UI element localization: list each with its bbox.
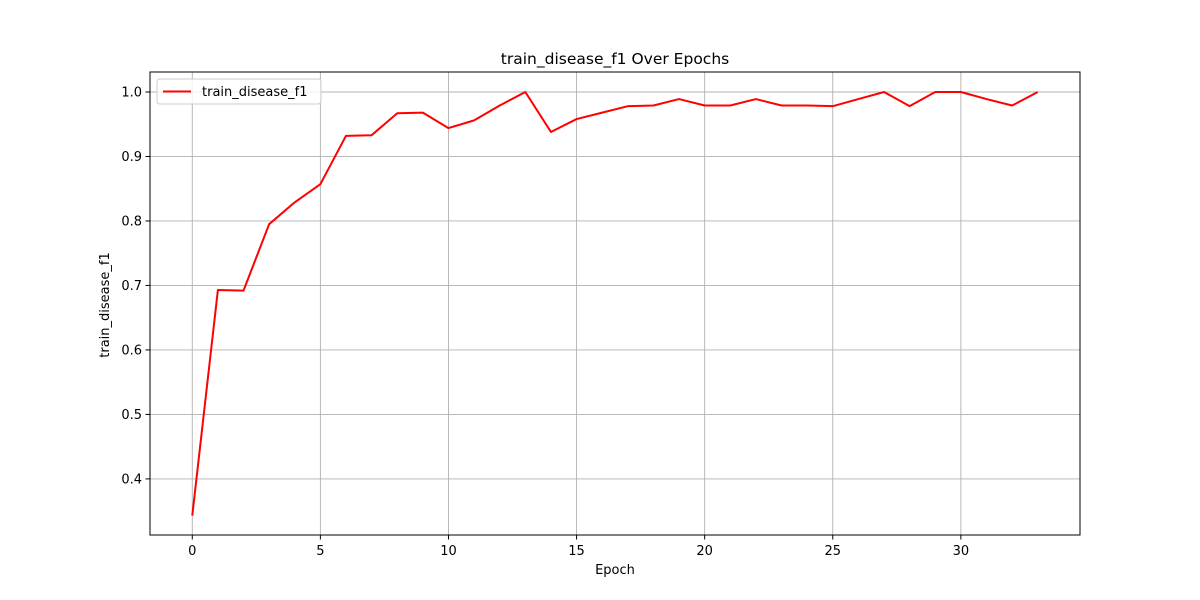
data-point <box>447 127 449 129</box>
data-point <box>601 112 603 114</box>
ticks: 0 5 10 15 20 25 30 0.4 0.5 0.6 0.7 0.8 0.9 1.0 <box>121 85 969 559</box>
data-point <box>550 131 552 133</box>
data-point <box>627 105 629 107</box>
x-tick-label: 25 <box>824 544 841 559</box>
x-tick-label: 5 <box>316 544 324 559</box>
x-tick-label: 10 <box>440 544 457 559</box>
y-tick-label: 0.4 <box>121 472 142 487</box>
legend: train_disease_f1 <box>156 78 322 105</box>
plot-area <box>191 90 1039 517</box>
data-point <box>985 98 987 100</box>
data-point <box>524 91 526 93</box>
data-point <box>396 112 398 114</box>
x-tick-label: 20 <box>696 544 713 559</box>
data-point <box>755 98 757 100</box>
data-point <box>422 112 424 114</box>
y-tick-label: 0.7 <box>121 279 142 294</box>
y-tick-label: 0.9 <box>121 150 142 165</box>
data-point <box>883 91 885 93</box>
x-tick-label: 15 <box>568 544 585 559</box>
data-point <box>909 105 911 107</box>
axes <box>149 71 1081 536</box>
legend-label: train_disease_f1 <box>202 85 307 100</box>
data-point <box>217 289 219 291</box>
data-point <box>576 118 578 120</box>
data-point <box>806 105 808 107</box>
data-point <box>473 119 475 121</box>
data-point <box>268 223 270 225</box>
data-point <box>781 105 783 107</box>
data-point <box>1011 105 1013 107</box>
data-point <box>1037 91 1039 93</box>
y-tick-label: 1.0 <box>121 85 142 100</box>
data-point <box>499 105 501 107</box>
data-point <box>678 98 680 100</box>
data-point <box>243 290 245 292</box>
grid <box>150 72 1080 535</box>
data-point <box>960 91 962 93</box>
data-point <box>729 105 731 107</box>
data-point <box>832 105 834 107</box>
legend-box <box>156 78 322 105</box>
data-point <box>934 91 936 93</box>
x-tick-label: 30 <box>953 544 970 559</box>
data-point <box>857 98 859 100</box>
y-tick-label: 0.6 <box>121 343 142 358</box>
data-point <box>191 515 193 517</box>
data-point <box>371 134 373 136</box>
data-point <box>345 135 347 137</box>
y-axis-label: train_disease_f1 <box>98 252 113 357</box>
series-line <box>191 90 1039 516</box>
x-axis-label: Epoch <box>595 563 635 578</box>
data-point <box>294 201 296 203</box>
x-tick-label: 0 <box>188 544 196 559</box>
y-tick-label: 0.8 <box>121 214 142 229</box>
y-tick-label: 0.5 <box>121 408 142 423</box>
chart-title: train_disease_f1 Over Epochs <box>501 50 729 69</box>
data-point <box>652 105 654 107</box>
data-point <box>319 183 321 185</box>
data-point <box>704 105 706 107</box>
axes-frame <box>149 71 1081 536</box>
